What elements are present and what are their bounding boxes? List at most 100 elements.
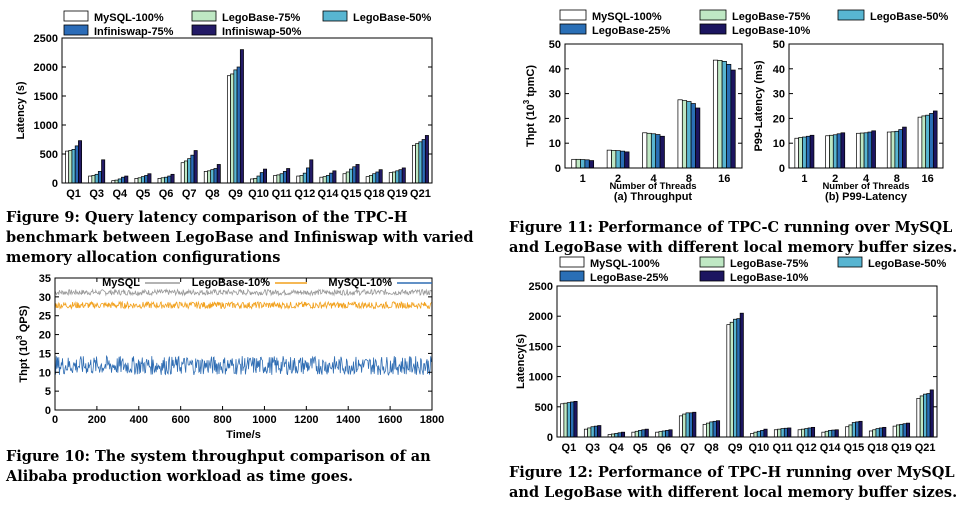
fig12-bar-legobase-25--q6 <box>665 430 670 438</box>
fig9-xtick-label: Q9 <box>228 188 243 200</box>
fig11b-xtick-label: 2 <box>832 173 838 185</box>
fig9-bar-legobase-50--q1 <box>71 149 76 184</box>
fig12-ylabel: Latency(s) <box>515 334 527 389</box>
fig11b-ylabel: P99-Latency (ms) <box>753 60 765 151</box>
fig9-xtick-label: Q21 <box>410 188 431 200</box>
fig11a-axes-frame <box>564 43 743 169</box>
fig12-bar-legobase-50--q7 <box>685 412 690 438</box>
fig12-xtick-label: Q19 <box>891 442 912 454</box>
fig9-bar-legobase-75--q12 <box>299 175 304 184</box>
fig11b-ytick-label: 0 <box>779 163 785 175</box>
fig12-bar-mysql-100--q19 <box>892 425 897 438</box>
fig12-bar-mysql-100--q18 <box>868 430 873 438</box>
fig9-ytick-label: 500 <box>40 149 58 161</box>
fig11a-bar-legobase-50--2 <box>615 150 621 169</box>
fig11a-legend-swatch-mysql-100- <box>559 9 587 21</box>
fig11b-xtick-label: 4 <box>863 173 870 185</box>
fig12-bar-legobase-75--q21 <box>919 395 924 438</box>
fig12-bar-legobase-75--q5 <box>634 430 639 438</box>
fig12-bar-mysql-100--q6 <box>655 431 660 438</box>
fig11a-legend-swatch-legobase-10- <box>699 23 727 35</box>
fig9-bar-legobase-50--q3 <box>94 173 99 184</box>
fig9-bar-mysql-100--q19 <box>388 172 393 184</box>
fig12-bar-legobase-10--q9 <box>739 312 744 438</box>
fig12-bar-legobase-10--q19 <box>906 422 911 438</box>
fig12-bar-legobase-50--q3 <box>590 426 595 438</box>
fig12-bar-mysql-100--q7 <box>678 415 683 438</box>
fig11a-xtick-label: 1 <box>580 173 586 185</box>
fig11a-xtick-label: 8 <box>686 173 692 185</box>
fig10-xtick-label: 1200 <box>294 414 318 426</box>
fig12-chart: Q1 Q3 Q4 Q5 Q6 Q7 Q8 Q9 Q10 Q11 Q12 Q14 Q15 Q18 Q19 Q21… <box>515 256 946 454</box>
fig9-bar-legobase-75--q8 <box>207 170 212 184</box>
fig12-bar-legobase-10--q18 <box>882 426 887 438</box>
fig11b-bar-mysql-100--2 <box>825 135 830 169</box>
fig11a-ytick-label: 20 <box>549 113 561 125</box>
fig12-bar-legobase-10--q1 <box>573 401 578 438</box>
fig12-bar-legobase-10--q4 <box>621 431 626 438</box>
fig9-bar-infiniswap-75--q21 <box>421 139 426 184</box>
fig12-bar-legobase-25--q15 <box>855 421 860 438</box>
fig12-legend-swatch-mysql-100- <box>559 256 585 268</box>
fig11a-ytick-label: 10 <box>549 138 561 150</box>
fig12-bar-legobase-25--q11 <box>783 427 788 438</box>
fig10-xtick-label: 200 <box>88 414 106 426</box>
fig11b-bar-legobase-75--16 <box>921 115 927 169</box>
fig12-legend-label: LegoBase-50% <box>868 258 946 270</box>
fig11a-bar-legobase-25--1 <box>584 159 590 169</box>
fig10-line-legobase-10- <box>54 300 433 310</box>
fig11a-ytick-label: 50 <box>549 39 561 51</box>
fig9-bar-infiniswap-75--q15 <box>352 166 357 184</box>
fig9-bar-legobase-75--q18 <box>368 175 373 184</box>
fig12-ytick-label: 500 <box>535 402 553 414</box>
fig9-legend-swatch-infiniswap-75- <box>63 24 89 36</box>
fig9-bar-legobase-75--q11 <box>276 174 281 184</box>
fig9-xtick-label: Q7 <box>182 188 197 200</box>
fig10-xtick-label: 600 <box>171 414 189 426</box>
fig12-bar-mysql-100--q9 <box>726 324 731 438</box>
fig11b-ytick-label: 40 <box>773 64 785 76</box>
fig12-bar-legobase-10--q21 <box>929 389 934 438</box>
fig9-ytick-label: 0 <box>52 178 58 190</box>
fig11b-ytick-label: 50 <box>773 39 785 51</box>
fig10-xtick-label: 1800 <box>420 414 444 426</box>
fig12-bar-legobase-75--q18 <box>872 429 877 438</box>
fig12-bar-legobase-75--q19 <box>896 424 901 438</box>
fig12-bar-mysql-100--q11 <box>773 429 778 438</box>
fig11b-bar-legobase-25--8 <box>898 129 903 169</box>
fig9-bar-mysql-100--q15 <box>342 173 347 184</box>
fig12-xtick-label: Q10 <box>748 442 769 454</box>
fig10-xtick-label: 1000 <box>252 414 276 426</box>
fig12-bar-mysql-100--q15 <box>845 426 850 438</box>
fig11b-bar-legobase-25--2 <box>836 133 842 169</box>
fig10-line-mysql-10- <box>54 354 433 376</box>
fig10-ytick-label: 35 <box>39 273 51 285</box>
fig9-xtick-label: Q11 <box>272 188 292 200</box>
fig11a-bar-legobase-50--4 <box>650 133 657 169</box>
fig12-bar-legobase-75--q15 <box>848 424 853 438</box>
fig9-xtick-label: Q19 <box>387 188 408 200</box>
fig9-bar-infiniswap-50--q18 <box>378 169 383 184</box>
fig10-legend-label: MySQL-10% <box>328 277 392 289</box>
fig9-bar-infiniswap-75--q3 <box>97 171 102 184</box>
fig9-axes-frame <box>61 37 433 184</box>
fig9-bar-mysql-100--q6 <box>157 178 162 184</box>
fig9-bar-infiniswap-75--q9 <box>236 66 241 184</box>
fig11a-legend-label: LegoBase-50% <box>870 11 948 23</box>
fig11-caption: Figure 11: Performance of TPC-C running … <box>509 219 958 256</box>
fig9-bar-infiniswap-75--q18 <box>375 171 380 184</box>
fig11a-bar-legobase-50--16 <box>721 61 727 169</box>
fig12-bar-legobase-75--q11 <box>777 428 782 438</box>
fig9-bar-legobase-50--q4 <box>117 178 122 184</box>
fig12-bar-legobase-75--q7 <box>682 413 687 438</box>
fig12-bar-mysql-100--q14 <box>821 431 826 438</box>
fig11b-bar-legobase-10--4 <box>871 130 876 169</box>
fig9-bar-legobase-50--q21 <box>418 141 423 184</box>
fig11a-bar-legobase-10--16 <box>730 69 736 169</box>
fig9-bar-legobase-75--q15 <box>345 171 350 184</box>
fig9-bar-mysql-100--q10 <box>250 178 255 184</box>
fig12-bar-legobase-10--q14 <box>834 429 839 438</box>
fig11b-bar-legobase-75--2 <box>829 134 834 169</box>
fig10-ytick-label: 20 <box>39 330 51 342</box>
fig11a-bar-legobase-10--2 <box>624 151 630 169</box>
